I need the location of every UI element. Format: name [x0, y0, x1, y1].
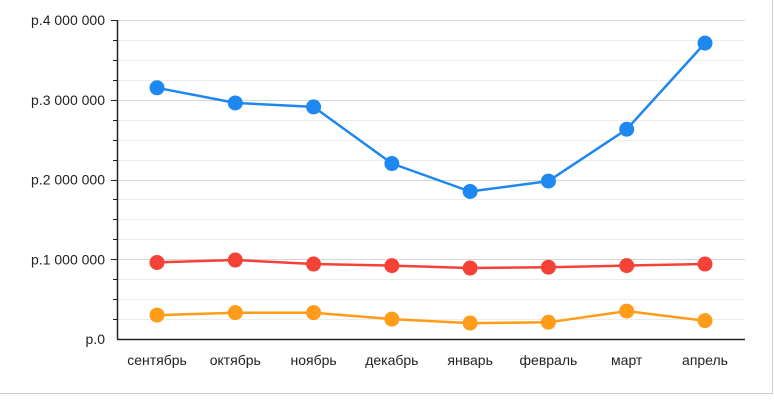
grid-lines — [117, 20, 745, 320]
y-tick-label: р.0 — [86, 331, 106, 347]
axes — [111, 20, 745, 341]
data-point-series-1 — [462, 183, 478, 199]
data-point-series-1 — [149, 80, 165, 96]
y-tick-label: р.4 000 000 — [31, 12, 105, 28]
data-point-series-3 — [306, 305, 322, 321]
line-chart: р.0 р.1 000 000 р.2 000 000 р.3 000 000 р.4 … — [31, 12, 745, 368]
x-tick-label: январь — [447, 352, 492, 368]
x-tick-labels: сентябрь октябрь ноябрь декабрь январь феврал… — [127, 352, 728, 368]
data-point-series-3 — [697, 313, 713, 329]
data-point-series-2 — [619, 258, 635, 274]
x-tick-label: декабрь — [365, 352, 418, 368]
data-point-series-1 — [619, 121, 635, 137]
series-lines — [156, 42, 706, 325]
series-line-2 — [156, 258, 706, 270]
x-tick-label: октябрь — [210, 352, 261, 368]
y-tick-label: р.1 000 000 — [31, 251, 105, 267]
data-points — [149, 35, 713, 331]
series-line-3 — [156, 309, 706, 325]
data-point-series-1 — [306, 99, 322, 115]
data-point-series-1 — [540, 173, 556, 189]
x-tick-label: март — [611, 352, 643, 368]
data-point-series-1 — [384, 156, 400, 172]
series-line-1 — [156, 42, 706, 193]
data-point-series-2 — [462, 260, 478, 276]
data-point-series-3 — [384, 311, 400, 327]
data-point-series-1 — [227, 95, 243, 111]
x-tick-label: сентябрь — [127, 352, 187, 368]
data-point-series-2 — [227, 252, 243, 268]
y-tick-label: р.3 000 000 — [31, 92, 105, 108]
data-point-series-3 — [149, 307, 165, 323]
x-tick-label: ноябрь — [290, 352, 336, 368]
data-point-series-2 — [149, 254, 165, 270]
x-tick-label: апрель — [682, 352, 728, 368]
data-point-series-3 — [619, 303, 635, 319]
data-point-series-1 — [697, 35, 713, 51]
data-point-series-2 — [306, 256, 322, 272]
data-point-series-3 — [227, 305, 243, 321]
x-tick-label: февраль — [520, 352, 578, 368]
data-point-series-2 — [540, 259, 556, 275]
data-point-series-2 — [384, 258, 400, 274]
data-point-series-3 — [462, 315, 478, 331]
y-tick-label: р.2 000 000 — [31, 172, 105, 188]
y-tick-labels: р.0 р.1 000 000 р.2 000 000 р.3 000 000 р.4 … — [31, 12, 105, 347]
data-point-series-2 — [697, 256, 713, 272]
data-point-series-3 — [540, 314, 556, 330]
